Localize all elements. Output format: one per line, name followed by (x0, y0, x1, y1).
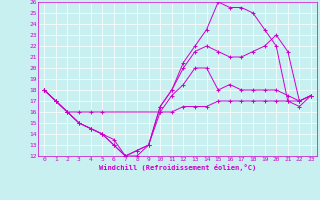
X-axis label: Windchill (Refroidissement éolien,°C): Windchill (Refroidissement éolien,°C) (99, 164, 256, 171)
